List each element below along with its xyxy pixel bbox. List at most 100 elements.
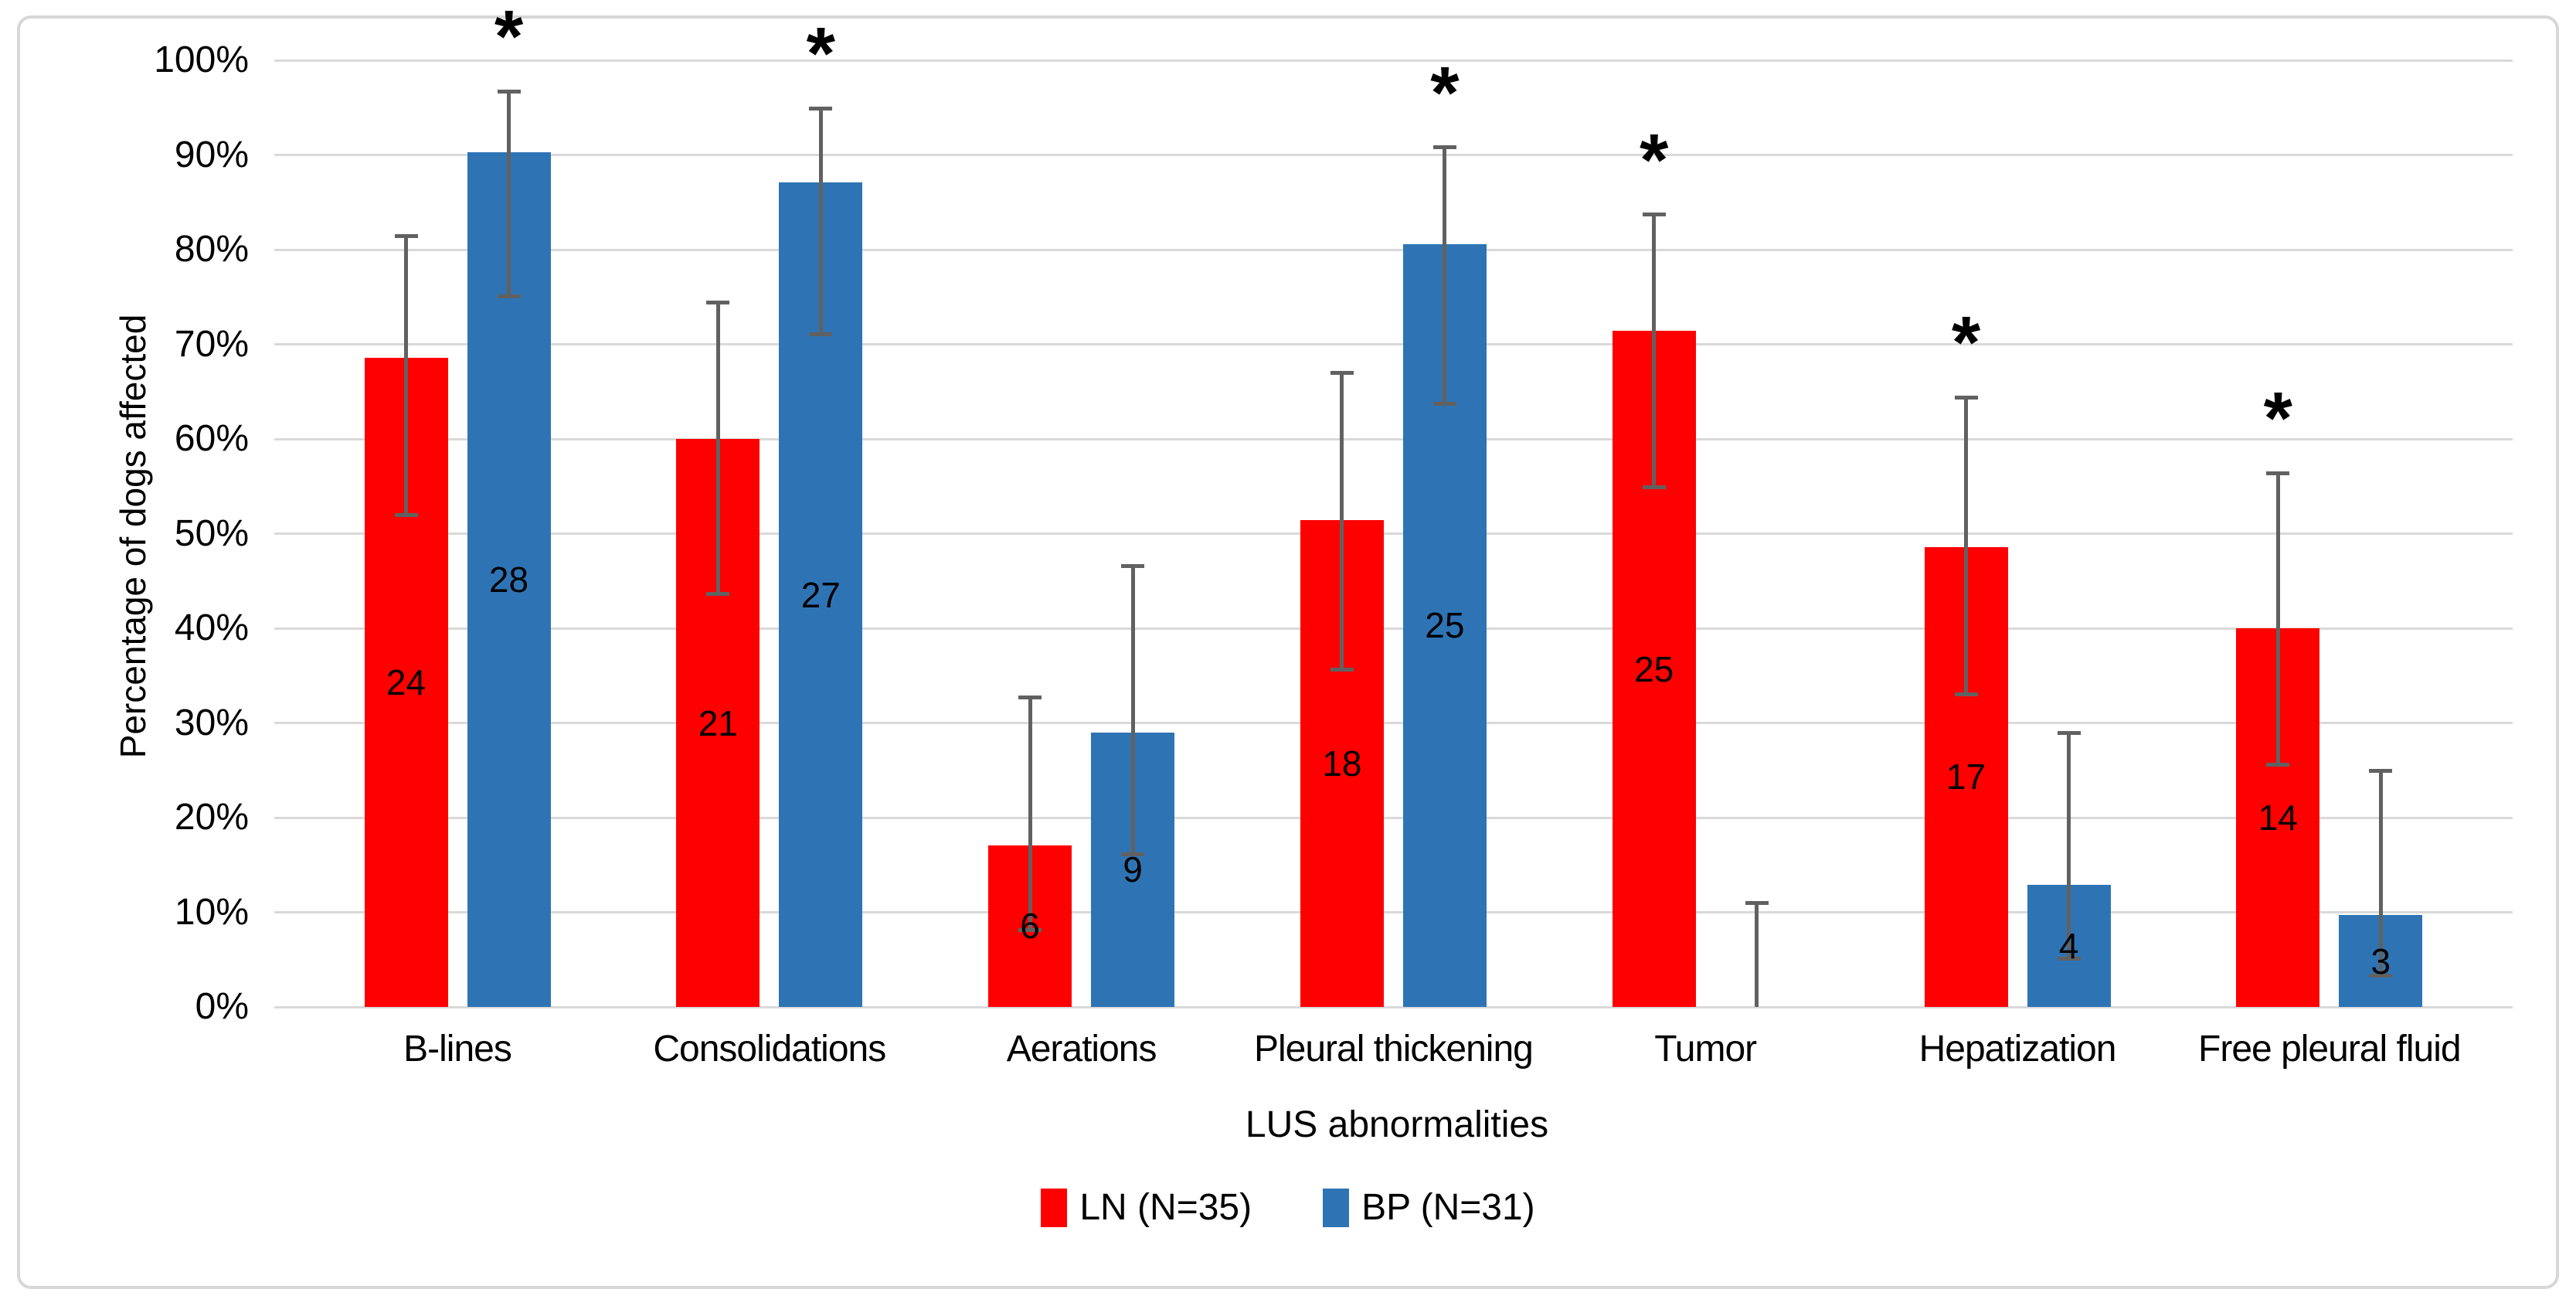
error-bar-cap-top: [706, 301, 730, 305]
gridline-20: [274, 816, 2513, 819]
error-bar-cap-top: [1330, 370, 1354, 375]
error-bar-line: [2067, 733, 2071, 959]
significance-asterisk: *: [494, 0, 524, 79]
significance-asterisk: *: [1951, 301, 1981, 385]
error-bar-line: [1130, 566, 1135, 855]
significance-asterisk: *: [1430, 51, 1460, 134]
legend-item-bp: BP (N=31): [1323, 1189, 1535, 1227]
x-category-label-b-lines: B-lines: [403, 1029, 512, 1070]
x-axis-title: LUS abnormalities: [1245, 1104, 1549, 1145]
error-bar-cap-bottom: [1642, 485, 1666, 489]
error-bar-cap-top: [2057, 731, 2081, 736]
x-category-label-aerations: Aerations: [1006, 1029, 1157, 1070]
y-tick-label-60: 60%: [174, 418, 249, 459]
y-tick-label-30: 30%: [174, 702, 249, 743]
gridline-40: [274, 627, 2513, 630]
error-bar-cap-bottom: [497, 294, 521, 298]
error-bar-cap-top: [1121, 563, 1145, 568]
y-tick-label-100: 100%: [154, 39, 249, 80]
x-category-label-tumor: Tumor: [1654, 1029, 1757, 1070]
bar-value-label: 17: [1946, 757, 1986, 798]
bar-value-label: 24: [386, 662, 427, 702]
legend: LN (N=35) BP (N=31): [0, 1189, 2576, 1227]
gridline-50: [274, 532, 2513, 535]
error-bar-line: [2378, 770, 2383, 976]
bar-value-label: 25: [1634, 648, 1674, 689]
y-axis-title: Percentage of dogs affected: [113, 314, 153, 759]
error-bar-cap-bottom: [2266, 762, 2290, 767]
legend-swatch-bp: [1323, 1189, 1350, 1227]
significance-asterisk: *: [1640, 118, 1669, 202]
gridline-100: [274, 59, 2513, 62]
error-bar-line: [818, 108, 823, 335]
x-category-label-free-pleural-fluid: Free pleural fluid: [2198, 1029, 2462, 1070]
y-tick-label-10: 10%: [174, 891, 249, 933]
legend-swatch-ln: [1041, 1189, 1068, 1227]
y-tick-label-0: 0%: [195, 986, 249, 1027]
gridline-30: [274, 722, 2513, 724]
gridline-90: [274, 154, 2513, 156]
error-bar-cap-top: [1745, 900, 1769, 905]
y-tick-label-90: 90%: [174, 134, 249, 175]
error-bar-line: [507, 91, 511, 297]
error-bar-line: [404, 236, 408, 515]
error-bar-cap-top: [2266, 471, 2290, 475]
gridline-0: [274, 1005, 2513, 1008]
error-bar-cap-bottom: [1330, 668, 1354, 672]
gridline-80: [274, 248, 2513, 251]
error-bar-line: [1755, 903, 1759, 1007]
gridline-60: [274, 437, 2513, 440]
legend-label: BP (N=31): [1361, 1187, 1535, 1228]
error-bar-line: [2275, 473, 2280, 765]
x-category-label-consolidations: Consolidations: [653, 1029, 886, 1070]
legend-item-ln: LN (N=35): [1041, 1189, 1252, 1227]
bar-value-label: 28: [488, 559, 529, 600]
bar-value-label: 4: [2058, 925, 2079, 966]
error-bar-line: [1340, 372, 1344, 670]
bar-value-label: 27: [800, 574, 841, 615]
y-tick-label-70: 70%: [174, 323, 249, 365]
y-tick-label-40: 40%: [174, 607, 249, 648]
bar-value-label: 6: [1020, 906, 1040, 947]
error-bar-line: [715, 302, 720, 594]
bar-value-label: 14: [2258, 798, 2298, 838]
error-bar-cap-top: [1642, 213, 1666, 217]
bar-value-label: 21: [698, 702, 738, 743]
significance-asterisk: *: [2263, 377, 2292, 461]
error-bar-cap-top: [2369, 769, 2393, 774]
error-bar-cap-top: [1018, 695, 1042, 699]
gridline-10: [274, 911, 2513, 913]
error-bar-cap-top: [809, 106, 833, 111]
error-bar-cap-bottom: [1954, 692, 1978, 697]
bar-value-label: 3: [2370, 940, 2391, 981]
error-bar-cap-top: [497, 89, 521, 94]
bar-value-label: 18: [1322, 743, 1362, 784]
bar-value-label: 25: [1425, 605, 1465, 646]
error-bar-cap-top: [1432, 145, 1456, 150]
significance-asterisk: *: [806, 12, 835, 96]
y-tick-label-50: 50%: [174, 512, 249, 554]
gridline-70: [274, 343, 2513, 345]
error-bar-cap-bottom: [2369, 974, 2393, 978]
error-bar-cap-bottom: [1121, 852, 1145, 857]
y-tick-label-20: 20%: [174, 797, 249, 838]
legend-label: LN (N=35): [1079, 1187, 1252, 1228]
x-category-label-pleural-thickening: Pleural thickening: [1253, 1029, 1534, 1070]
y-tick-label-80: 80%: [174, 229, 249, 270]
error-bar-cap-bottom: [394, 512, 418, 517]
error-bar-cap-bottom: [1432, 402, 1456, 406]
error-bar-line: [1964, 397, 1968, 695]
bar-value-label: 9: [1123, 849, 1143, 890]
error-bar-line: [1443, 147, 1447, 404]
error-bar-cap-bottom: [1018, 928, 1042, 933]
error-bar-line: [1028, 697, 1032, 930]
error-bar-line: [1652, 214, 1657, 488]
error-bar-cap-bottom: [809, 332, 833, 336]
x-category-label-hepatization: Hepatization: [1918, 1029, 2117, 1070]
error-bar-cap-top: [1954, 395, 1978, 400]
error-bar-cap-top: [394, 234, 418, 239]
error-bar-cap-bottom: [2057, 957, 2081, 961]
error-bar-cap-bottom: [706, 592, 730, 597]
